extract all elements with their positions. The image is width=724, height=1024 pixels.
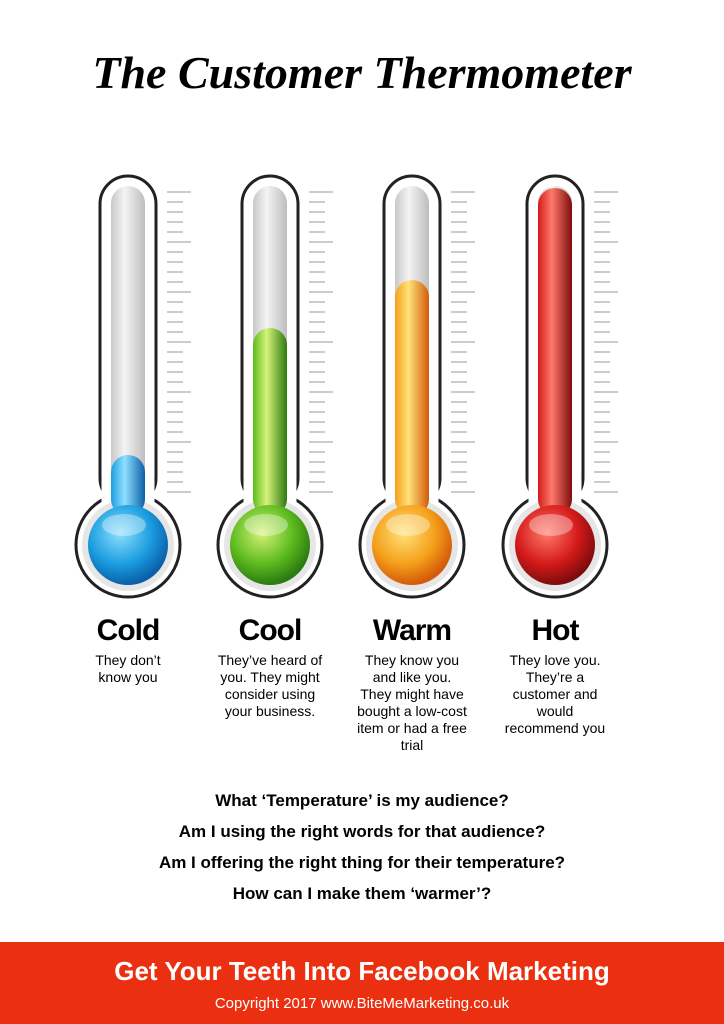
thermometer-label: Cold [97, 614, 160, 647]
question: Am I using the right words for that audi… [179, 822, 545, 841]
tube [111, 186, 145, 516]
thermometer-description: know you [98, 669, 157, 685]
tube-fill [395, 280, 429, 516]
thermometer-label: Hot [532, 614, 580, 647]
bulb [372, 505, 452, 585]
thermometer-description: recommend you [505, 720, 605, 736]
thermometer-label: Cool [239, 614, 302, 647]
thermometer-description: and like you. [373, 669, 452, 685]
thermometer-description: They know you [365, 652, 459, 668]
thermometer-description: trial [401, 737, 424, 753]
thermometer-description: They’re a [526, 669, 585, 685]
thermometer-description: They love you. [509, 652, 600, 668]
question: What ‘Temperature’ is my audience? [215, 791, 509, 810]
bulb [230, 505, 310, 585]
question: How can I make them ‘warmer’? [233, 884, 492, 903]
question: Am I offering the right thing for their … [159, 853, 565, 872]
thermometer-description: They don’t [95, 652, 160, 668]
thermometer-description: customer and [513, 686, 598, 702]
footer-band [0, 942, 724, 1024]
thermometer-description: you. They might [220, 669, 319, 685]
thermometer-description: consider using [225, 686, 315, 702]
thermometer-description: item or had a free [357, 720, 467, 736]
title: The Customer Thermometer [92, 47, 632, 98]
footer-title: Get Your Teeth Into Facebook Marketing [114, 956, 610, 986]
thermometer-description: bought a low-cost [357, 703, 467, 719]
thermometer-description: They’ve heard of [218, 652, 322, 668]
bulb-shine [386, 514, 430, 536]
bulb-shine [244, 514, 288, 536]
tube-fill [253, 328, 287, 516]
thermometer-description: They might have [360, 686, 464, 702]
thermometer-description: your business. [225, 703, 315, 719]
thermometer-description: would [536, 703, 574, 719]
footer-copyright: Copyright 2017 www.BiteMeMarketing.co.uk [215, 995, 510, 1012]
bulb-shine [529, 514, 573, 536]
bulb-shine [102, 514, 146, 536]
thermometer-label: Warm [373, 614, 451, 647]
tube-fill [538, 188, 572, 516]
tube-fill [111, 455, 145, 516]
bulb [515, 505, 595, 585]
bulb [88, 505, 168, 585]
